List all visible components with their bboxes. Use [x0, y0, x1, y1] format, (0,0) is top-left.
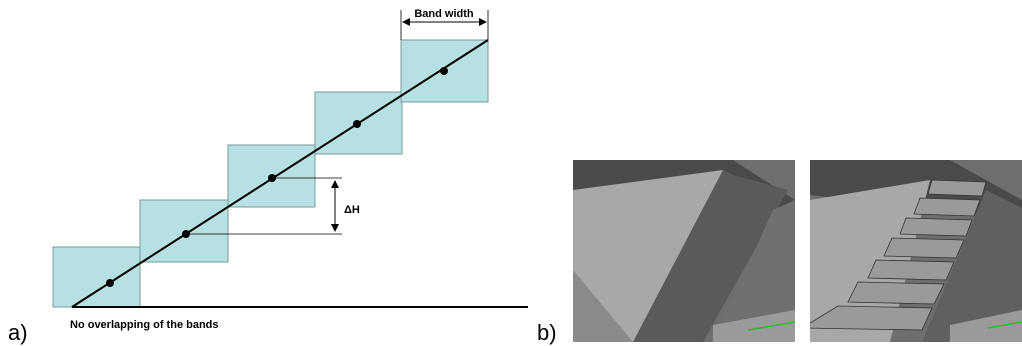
- panel-b: b): [537, 160, 1022, 345]
- band-width-label: Band width: [414, 8, 474, 20]
- slope-line: [72, 40, 488, 307]
- delta-h-label: ΔH: [344, 204, 360, 216]
- point: [353, 120, 361, 128]
- figure: ΔH Band width No overlapping of the band…: [0, 0, 1022, 346]
- point: [440, 67, 448, 75]
- panel-a: ΔH Band width No overlapping of the band…: [8, 8, 528, 345]
- point: [106, 279, 114, 287]
- panel-label: b): [537, 320, 557, 345]
- panel-label: a): [8, 320, 28, 345]
- band: [53, 247, 140, 307]
- render-stairs: [802, 160, 1022, 342]
- caption: No overlapping of the bands: [70, 319, 219, 331]
- render-slope: [573, 160, 795, 342]
- bands: [53, 40, 488, 307]
